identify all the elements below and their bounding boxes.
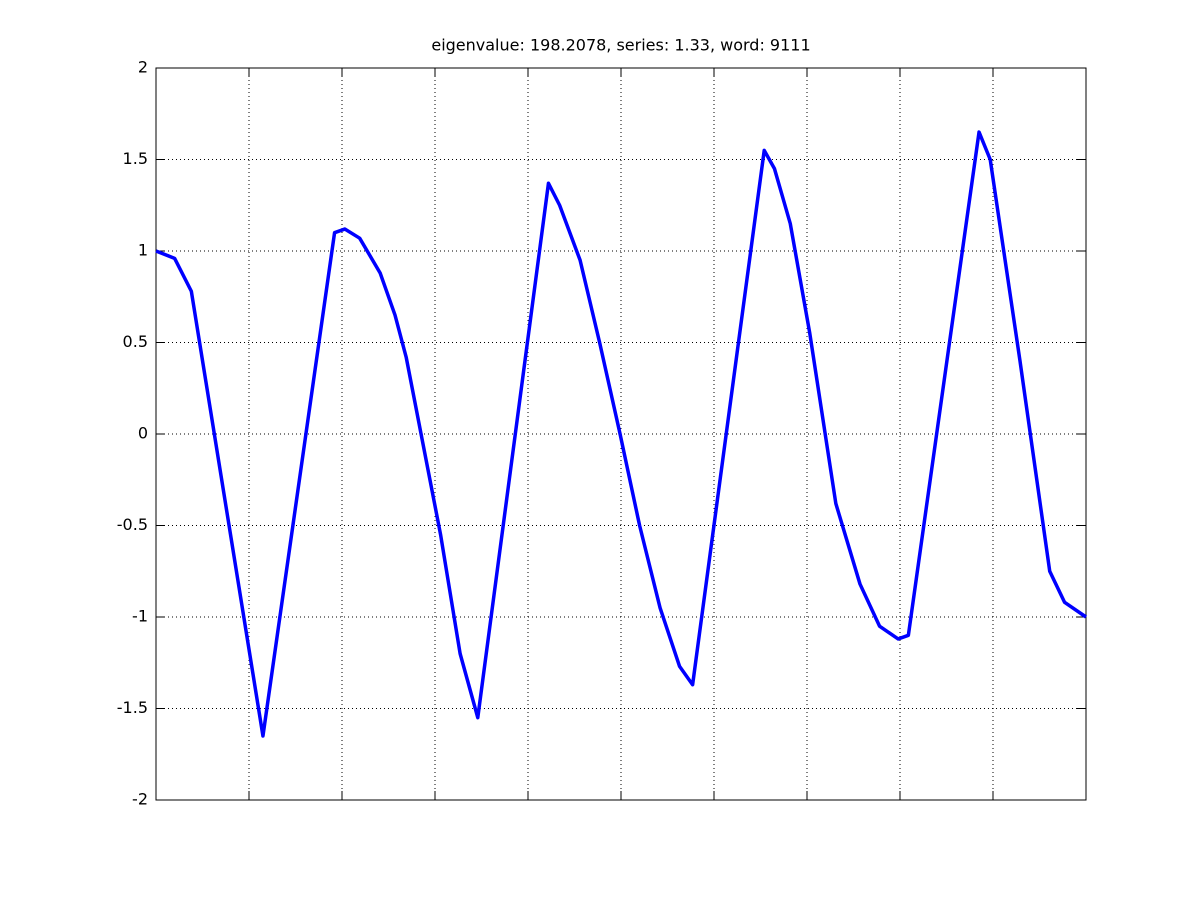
y-tick-label: 2 bbox=[138, 58, 148, 77]
data-line bbox=[155, 130, 1087, 738]
y-tick-label: 1 bbox=[138, 241, 148, 260]
y-tick-label: -1 bbox=[132, 607, 148, 626]
chart-title: eigenvalue: 198.2078, series: 1.33, word… bbox=[431, 36, 810, 55]
y-tick-label: -1.5 bbox=[117, 698, 148, 717]
y-tick-label: 0 bbox=[138, 424, 148, 443]
y-tick-label: 0.5 bbox=[123, 332, 148, 351]
plot-frame bbox=[155, 67, 1087, 801]
y-tick-label: 1.5 bbox=[123, 149, 148, 168]
y-tick-label: -2 bbox=[132, 790, 148, 809]
y-tick-label: -0.5 bbox=[117, 515, 148, 534]
